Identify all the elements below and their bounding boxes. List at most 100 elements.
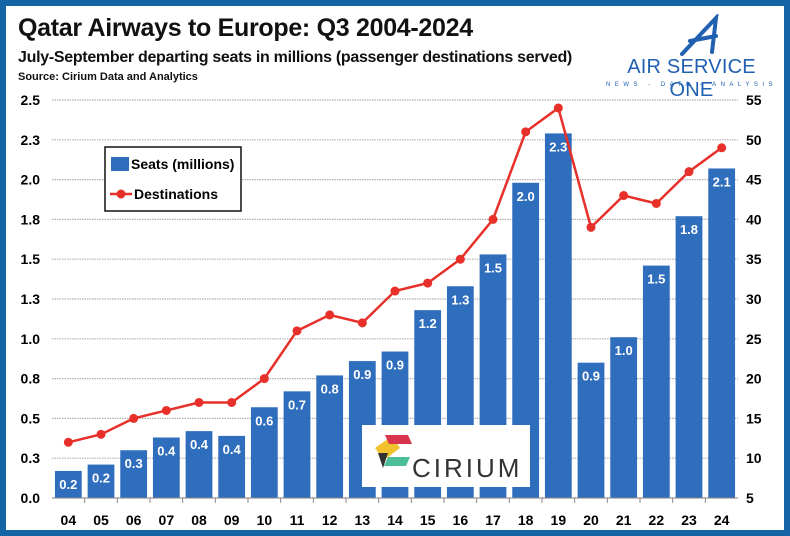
bar-21 (610, 337, 638, 498)
bar-11 (283, 391, 311, 498)
destinations-point-08 (194, 397, 204, 407)
right-axis-tick-label: 5 (746, 490, 754, 506)
x-axis-tick-label: 05 (93, 512, 109, 528)
x-axis-tick-label: 23 (681, 512, 697, 528)
right-axis-tick-label: 50 (746, 132, 762, 148)
destinations-point-07 (161, 405, 171, 415)
cirium-logo-icon (384, 457, 410, 466)
air-service-one-a-icon (680, 14, 719, 56)
right-axis-tick-label: 45 (746, 172, 762, 188)
destinations-point-16 (455, 254, 465, 264)
bar-data-label: 0.6 (255, 413, 273, 428)
left-axis-tick-label: 0.0 (21, 490, 41, 506)
bar-data-label: 0.7 (288, 397, 306, 412)
x-axis-tick-label: 24 (714, 512, 730, 528)
bar-data-label: 2.0 (517, 189, 535, 204)
bar-data-label: 0.9 (353, 367, 371, 382)
bar-data-label: 1.8 (680, 222, 698, 237)
destinations-point-21 (619, 191, 629, 201)
bar-data-label: 1.3 (451, 292, 469, 307)
destinations-point-05 (96, 429, 106, 439)
bar-19 (544, 133, 572, 498)
chart-title: Qatar Airways to Europe: Q3 2004-2024 (18, 14, 473, 42)
x-axis-tick-label: 08 (191, 512, 207, 528)
bar-08 (185, 431, 213, 498)
x-axis-tick-label: 13 (355, 512, 371, 528)
bar-data-label: 1.0 (615, 343, 633, 358)
destinations-point-22 (651, 198, 661, 208)
destinations-point-12 (325, 310, 335, 320)
cirium-logo-text: CIRIUM (412, 453, 522, 483)
logo-tagline: NEWS - DATA - ANALYSIS (605, 82, 777, 88)
bar-12 (316, 375, 344, 498)
bar-data-label: 1.5 (484, 260, 502, 275)
legend-swatch-seats (111, 157, 129, 171)
right-axis-tick-label: 30 (746, 291, 762, 307)
destinations-point-20 (586, 222, 596, 232)
chart-source: Source: Cirium Data and Analytics (18, 71, 198, 83)
x-axis-tick-label: 17 (485, 512, 501, 528)
x-axis-tick-label: 18 (518, 512, 534, 528)
bar-data-label: 0.2 (59, 477, 77, 492)
bar-24 (708, 168, 736, 498)
x-axis-tick-label: 06 (126, 512, 142, 528)
right-axis-tick-label: 55 (746, 92, 762, 108)
x-axis-tick-label: 10 (257, 512, 273, 528)
x-axis-tick-label: 20 (583, 512, 599, 528)
destinations-point-10 (259, 374, 269, 384)
x-axis-tick-label: 04 (61, 512, 77, 528)
destinations-point-14 (390, 286, 400, 296)
legend-label-destinations: Destinations (134, 186, 218, 202)
bar-data-label: 1.5 (647, 272, 665, 287)
bar-05 (87, 464, 115, 498)
bar-09 (218, 435, 246, 498)
bar-data-label: 2.1 (713, 174, 731, 189)
bar-data-label: 0.4 (157, 444, 176, 459)
bar-data-label: 0.9 (582, 369, 600, 384)
destinations-point-17 (488, 214, 498, 224)
destinations-point-13 (357, 318, 367, 328)
chart-subtitle: July-September departing seats in millio… (18, 49, 572, 66)
bar-data-label: 0.4 (190, 437, 209, 452)
x-axis-tick-label: 09 (224, 512, 240, 528)
bar-data-label: 0.8 (321, 381, 339, 396)
destinations-point-19 (553, 103, 563, 113)
right-axis-tick-label: 35 (746, 251, 762, 267)
destinations-point-23 (684, 167, 694, 177)
x-axis-tick-label: 12 (322, 512, 338, 528)
left-axis-tick-label: 1.3 (21, 291, 41, 307)
left-axis-tick-label: 0.8 (21, 371, 41, 387)
bar-data-label: 2.3 (549, 139, 567, 154)
x-axis-tick-label: 15 (420, 512, 436, 528)
cirium-logo-icon (378, 453, 388, 468)
air-service-one-logo: AIR SERVICE ONE NEWS - DATA - ANALYSIS (604, 14, 779, 101)
bar-data-label: 0.4 (223, 442, 242, 457)
destinations-point-18 (521, 127, 531, 137)
x-axis-tick-label: 14 (387, 512, 403, 528)
bar-06 (120, 450, 148, 498)
destinations-point-24 (717, 143, 727, 153)
bar-20 (577, 362, 605, 498)
left-axis-tick-label: 2.3 (21, 132, 41, 148)
bar-23 (675, 216, 703, 498)
x-axis-tick-label: 07 (159, 512, 175, 528)
bar-10 (250, 407, 278, 498)
bar-data-label: 0.3 (125, 456, 143, 471)
left-axis-tick-label: 2.5 (21, 92, 41, 108)
destinations-point-15 (423, 278, 433, 288)
x-axis-tick-label: 11 (290, 512, 305, 528)
destinations-point-06 (129, 413, 139, 423)
logo-name: AIR SERVICE ONE (627, 56, 756, 101)
right-axis-tick-label: 20 (746, 371, 762, 387)
bar-22 (642, 265, 670, 498)
left-axis-tick-label: 1.5 (21, 251, 41, 267)
right-axis-tick-label: 15 (746, 410, 762, 426)
destinations-point-04 (63, 437, 73, 447)
destinations-point-11 (292, 326, 302, 336)
x-axis-tick-label: 19 (551, 512, 567, 528)
left-axis-tick-label: 2.0 (21, 172, 41, 188)
legend-marker-destinations (116, 189, 126, 199)
right-axis-tick-label: 25 (746, 331, 762, 347)
left-axis-tick-label: 1.0 (21, 331, 41, 347)
